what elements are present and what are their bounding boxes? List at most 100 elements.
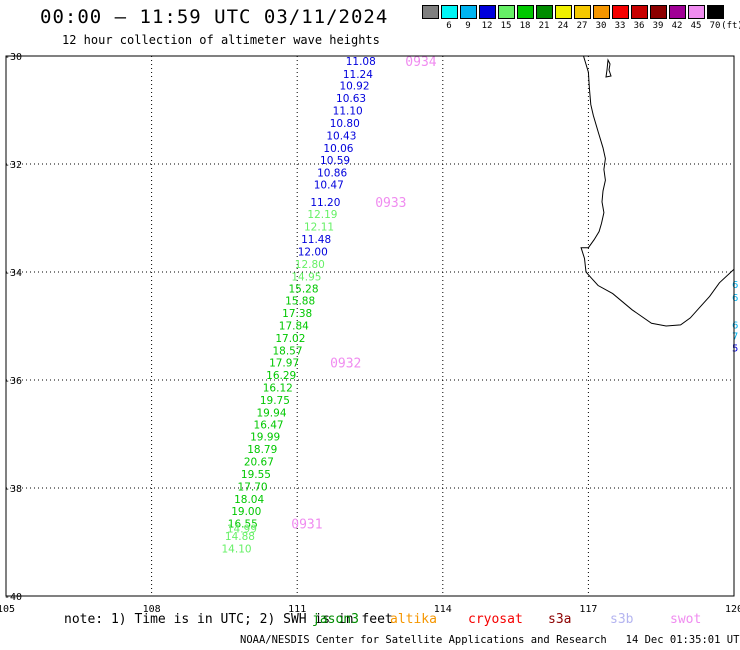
wave-height-label: 12.80	[295, 259, 325, 271]
wave-height-label: 12.00	[298, 246, 328, 258]
color-swatch	[631, 5, 648, 19]
color-swatch	[536, 5, 553, 19]
lon-tick-label: 108	[143, 604, 161, 615]
wave-height-label: 14.95	[291, 271, 321, 283]
wave-height-label: 17.38	[282, 308, 312, 320]
color-scale-label: 42	[671, 21, 683, 31]
edge-wave-label: 6	[732, 280, 738, 291]
wave-height-label: 10.06	[323, 143, 353, 155]
wave-height-label: 10.63	[336, 93, 366, 105]
map-title: 00:00 – 11:59 UTC 03/11/2024	[40, 6, 389, 28]
wave-height-label: 16.29	[266, 370, 296, 382]
time-label: 0932	[330, 357, 361, 372]
color-scale-label: 45	[690, 21, 702, 31]
wave-height-label: 10.92	[339, 81, 369, 93]
wave-height-label: 10.59	[320, 155, 350, 167]
wave-height-label: 18.57	[272, 345, 302, 357]
edge-wave-label: 6	[732, 320, 738, 331]
edge-wave-label: 7	[732, 332, 738, 343]
lon-tick-label: 120	[725, 604, 740, 615]
wave-height-label: 16.12	[263, 383, 293, 395]
wave-height-label: 19.94	[256, 407, 286, 419]
color-scale-label: 15	[500, 21, 512, 31]
legend-item-swot: swot	[670, 612, 702, 627]
wave-height-label: 19.00	[231, 506, 261, 518]
time-label: 0933	[375, 196, 406, 211]
color-swatch	[593, 5, 610, 19]
wave-height-label: 10.43	[326, 130, 356, 142]
color-swatch	[612, 5, 629, 19]
wave-height-label: 19.55	[241, 469, 271, 481]
timestamp-text: 14 Dec 01:35:01 UTC 2024	[625, 634, 740, 646]
lat-tick-label: -36	[4, 376, 22, 387]
time-label: 0934	[405, 55, 436, 70]
color-scale-label: 12	[481, 21, 493, 31]
map-axes: 105 108 111 114 117 120 -30 -32 -34 -36 -38 -40	[0, 52, 740, 615]
australia-coastline	[580, 55, 735, 327]
color-swatch	[707, 5, 724, 19]
map-subtitle: 12 hour collection of altimeter wave hei…	[62, 33, 380, 47]
color-scale-label: 36	[633, 21, 645, 31]
color-swatch	[460, 5, 477, 19]
color-swatch	[555, 5, 572, 19]
wave-height-label: 11.24	[343, 69, 373, 81]
color-scale-label: 6	[446, 21, 452, 31]
wave-height-label: 14.99	[227, 524, 257, 536]
color-swatch	[479, 5, 496, 19]
lat-tick-label: -30	[4, 52, 22, 63]
color-scale-label: 9	[465, 21, 471, 31]
color-scale-label: 27	[576, 21, 588, 31]
lat-lon-grid	[6, 56, 734, 596]
color-scale-label: 70	[709, 21, 721, 31]
wave-height-label: 11.48	[301, 234, 331, 246]
wave-height-label: 12.11	[304, 222, 334, 234]
wave-height-label: 20.67	[244, 457, 274, 469]
edge-wave-label: 5	[732, 344, 738, 355]
wave-height-label: 17.84	[279, 320, 309, 332]
color-swatch	[441, 5, 458, 19]
color-scale-label: 18	[519, 21, 531, 31]
color-scale-unit: (ft)	[721, 21, 740, 31]
color-scale-label: 21	[538, 21, 550, 31]
lat-tick-label: -40	[4, 592, 22, 603]
lat-tick-label: -34	[4, 268, 22, 279]
wave-height-label: 16.47	[254, 419, 284, 431]
color-scale-label: 39	[652, 21, 664, 31]
edge-wave-label: 6	[732, 293, 738, 304]
color-scale-label: 24	[557, 21, 569, 31]
wave-height-label: 15.28	[288, 284, 318, 296]
wave-height-label: 11.20	[310, 197, 340, 209]
wave-height-label: 11.08	[346, 56, 376, 68]
color-swatch	[688, 5, 705, 19]
wave-height-label: 10.47	[314, 180, 344, 192]
lon-tick-label: 114	[434, 604, 452, 615]
map-frame	[5, 55, 735, 597]
wave-height-label: 10.86	[317, 168, 347, 180]
footer-credit: NOAA/NESDIS Center for Satellite Applica…	[240, 634, 740, 646]
color-scale-label: 33	[614, 21, 626, 31]
wave-height-label: 17.70	[238, 481, 268, 493]
wave-height-label: 18.79	[247, 444, 277, 456]
color-swatch	[498, 5, 515, 19]
wave-height-label: 19.75	[260, 395, 290, 407]
lat-tick-label: -32	[4, 160, 22, 171]
time-label: 0931	[291, 518, 322, 533]
wave-height-label: 12.19	[307, 209, 337, 221]
lon-tick-label: 105	[0, 604, 15, 615]
credit-text: NOAA/NESDIS Center for Satellite Applica…	[240, 634, 607, 646]
wave-height-label: 16.55	[228, 519, 258, 531]
color-swatch	[422, 5, 439, 19]
legend-item-s3b: s3b	[610, 612, 634, 627]
color-swatch	[574, 5, 591, 19]
legend-item-jason3: jason3	[312, 612, 359, 627]
wave-height-label: 19.99	[250, 432, 280, 444]
wave-height-label: 18.04	[234, 494, 264, 506]
coastline	[580, 55, 735, 327]
wave-height-label: 11.10	[333, 106, 363, 118]
legend-item-s3a: s3a	[548, 612, 572, 627]
wave-height-label: 14.10	[222, 543, 252, 555]
wave-height-label: 17.97	[269, 358, 299, 370]
island-outline	[605, 58, 612, 78]
lon-tick-label: 111	[288, 604, 306, 615]
